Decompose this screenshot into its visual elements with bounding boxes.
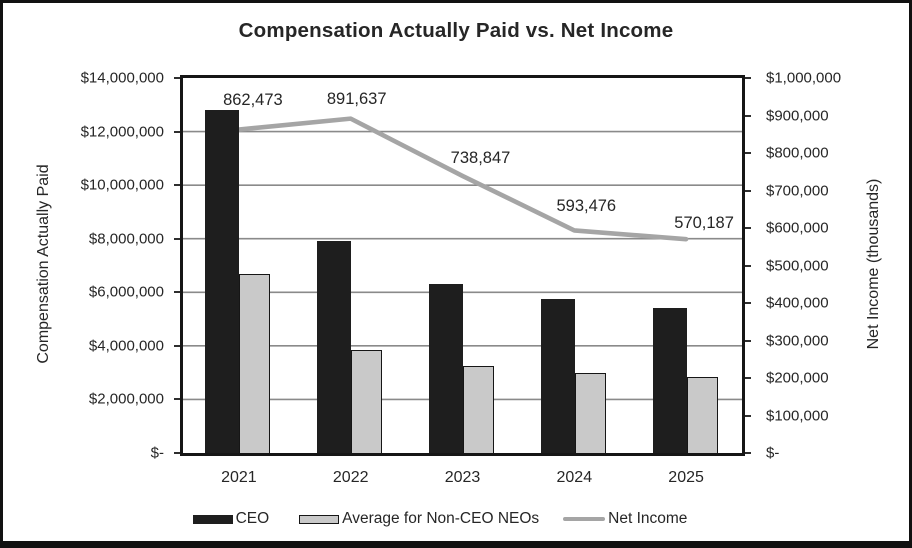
right-axis-tick-label: $700,000 xyxy=(766,182,829,199)
right-axis-tickmark xyxy=(745,302,751,304)
left-axis-tickmark xyxy=(174,398,180,401)
right-axis-tick-label: $- xyxy=(766,444,780,462)
right-axis-tick-label: $300,000 xyxy=(766,332,829,349)
bar-non-ceo-neos-2024 xyxy=(574,372,606,453)
chart-title: Compensation Actually Paid vs. Net Incom… xyxy=(238,19,674,42)
right-axis-tickmark xyxy=(745,452,751,454)
right-axis-tick-label: $400,000 xyxy=(766,294,829,312)
legend-swatch-non-ceo-neos xyxy=(299,514,340,524)
right-axis-tick-label: $500,000 xyxy=(766,257,829,274)
right-axis-tick-label: $600,000 xyxy=(766,219,829,237)
net-income-data-label: 862,473 xyxy=(223,90,283,109)
right-axis-tickmark xyxy=(745,114,751,117)
left-axis-tick-label: $12,000,000 xyxy=(80,123,164,141)
right-axis-tickmark xyxy=(745,77,751,79)
left-axis-tickmark xyxy=(174,452,180,454)
bar-non-ceo-neos-2022 xyxy=(351,349,383,453)
right-axis-tick-label: $800,000 xyxy=(766,144,829,162)
bar-ceo-2023 xyxy=(429,284,463,453)
net-income-data-label: 738,847 xyxy=(450,148,511,167)
right-axis-tick-label: $200,000 xyxy=(766,369,829,387)
left-axis-tick-label: $10,000,000 xyxy=(80,176,164,194)
bar-non-ceo-neos-2021 xyxy=(239,273,271,453)
right-axis-tick-label: $900,000 xyxy=(766,107,829,124)
legend: CEO Average for Non-CEO NEOs Net Income xyxy=(3,510,877,528)
right-axis-tickmark xyxy=(745,339,751,342)
right-axis-tickmark xyxy=(745,377,751,379)
left-axis-tick-label: $2,000,000 xyxy=(88,390,164,408)
legend-swatch-ceo xyxy=(192,514,233,524)
x-axis-label-2021: 2021 xyxy=(221,469,257,486)
left-axis-title: Compensation Actually Paid xyxy=(35,164,52,364)
legend-label-net-income: Net Income xyxy=(608,510,688,527)
left-axis-tickmark xyxy=(174,344,180,347)
x-axis-label-2023: 2023 xyxy=(444,469,481,486)
x-axis-label-2025: 2025 xyxy=(668,469,704,486)
legend-label-non-ceo-neos: Average for Non-CEO NEOs xyxy=(342,510,540,527)
left-axis-tickmark xyxy=(174,130,180,133)
x-axis-label-2022: 2022 xyxy=(332,469,369,486)
left-axis-tick-label: $- xyxy=(150,444,164,462)
net-income-data-label: 570,187 xyxy=(674,214,734,233)
right-axis-tickmark xyxy=(745,189,751,192)
right-axis-tick-label: $1,000,000 xyxy=(766,69,842,87)
legend-swatch-net-income-line xyxy=(563,516,606,522)
bar-ceo-2025 xyxy=(652,307,687,453)
right-axis-tickmark xyxy=(745,414,751,417)
left-axis-tickmark xyxy=(174,237,180,240)
plot-area: 862,473 891,637 738,847 593,476 570,187 xyxy=(180,75,745,456)
bar-ceo-2024 xyxy=(540,299,575,453)
net-income-data-label: 891,637 xyxy=(326,89,387,108)
right-axis-title: Net Income (thousands) xyxy=(865,178,882,350)
bar-ceo-2021 xyxy=(205,110,240,453)
right-axis-tickmark xyxy=(745,264,751,267)
bar-non-ceo-neos-2023 xyxy=(463,365,494,453)
left-axis-tick-label: $14,000,000 xyxy=(80,69,164,87)
gridlines-and-line-layer xyxy=(183,116,742,401)
left-axis-tickmark xyxy=(174,291,180,294)
left-axis-tickmark xyxy=(174,184,180,187)
right-axis-tickmark xyxy=(745,227,751,229)
left-axis-tick-label: $4,000,000 xyxy=(88,337,164,355)
net-income-line xyxy=(236,116,689,242)
legend-label-ceo: CEO xyxy=(235,510,270,527)
left-axis-tick-label: $6,000,000 xyxy=(88,283,164,301)
right-axis-tick-label: $100,000 xyxy=(766,407,829,424)
left-axis-tickmark xyxy=(174,77,180,79)
bar-ceo-2022 xyxy=(317,241,352,453)
net-income-data-label: 593,476 xyxy=(556,197,617,216)
right-axis-tickmark xyxy=(745,152,751,154)
bar-non-ceo-neos-2025 xyxy=(686,376,718,453)
left-axis-tick-label: $8,000,000 xyxy=(88,230,164,248)
x-axis-label-2024: 2024 xyxy=(556,469,593,486)
